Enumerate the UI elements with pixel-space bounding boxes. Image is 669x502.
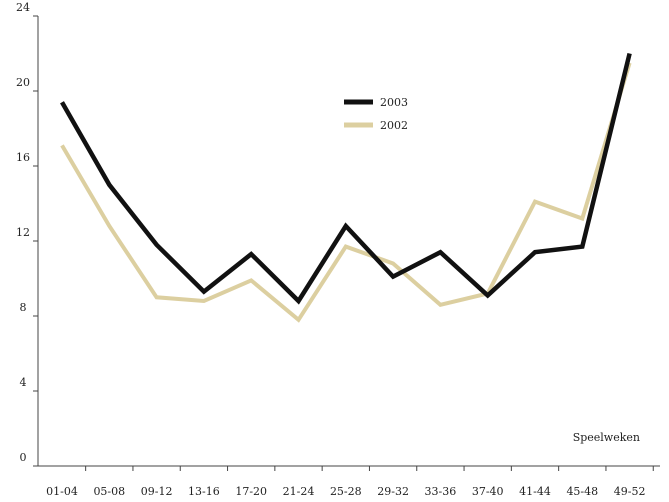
y-tick-label: 8 bbox=[20, 301, 27, 314]
x-tick-label: 33-36 bbox=[425, 485, 457, 498]
series-line-2002 bbox=[60, 62, 632, 323]
x-tick-label: 49-52 bbox=[614, 485, 646, 498]
x-tick-label: 01-04 bbox=[46, 485, 78, 498]
x-tick-label: 13-16 bbox=[188, 485, 220, 498]
series-layer bbox=[60, 52, 632, 323]
y-tick-label: 20 bbox=[16, 76, 30, 89]
x-tick-label: 41-44 bbox=[519, 485, 551, 498]
y-tick-label: 0 bbox=[20, 451, 27, 464]
legend-label-2003: 2003 bbox=[380, 96, 408, 109]
x-tick-label: 45-48 bbox=[566, 485, 598, 498]
legend: 2003 2002 bbox=[344, 96, 408, 132]
y-tick-label: 24 bbox=[16, 1, 30, 14]
y-axis: 0 4 8 12 16 20 24 bbox=[16, 1, 39, 467]
x-tick-label: 29-32 bbox=[377, 485, 409, 498]
x-axis: 01-04 05-08 09-12 13-16 17-20 21-24 25-28 29-32… bbox=[38, 465, 660, 498]
x-tick-label: 25-28 bbox=[330, 485, 362, 498]
x-tick-label: 21-24 bbox=[283, 485, 315, 498]
x-tick-label: 09-12 bbox=[141, 485, 173, 498]
y-tick-label: 16 bbox=[16, 151, 30, 164]
y-tick-label: 4 bbox=[20, 376, 27, 389]
x-tick-label: 17-20 bbox=[235, 485, 267, 498]
series-line-2003 bbox=[60, 52, 632, 305]
legend-label-2002: 2002 bbox=[380, 119, 408, 132]
x-axis-title: Speelweken bbox=[573, 431, 640, 444]
x-tick-label: 05-08 bbox=[93, 485, 125, 498]
y-tick-label: 12 bbox=[16, 226, 30, 239]
x-tick-label: 37-40 bbox=[472, 485, 504, 498]
